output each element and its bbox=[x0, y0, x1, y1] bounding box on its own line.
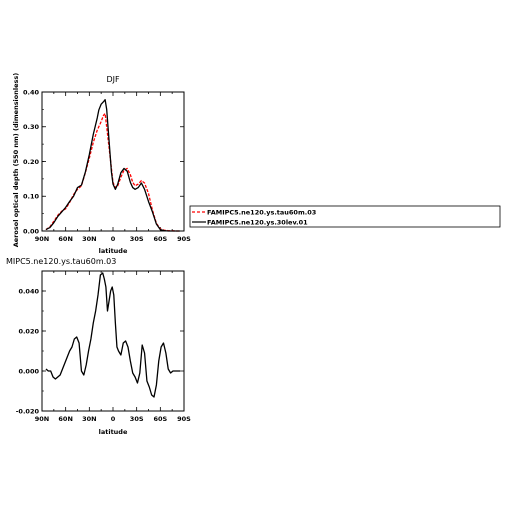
bottom-ytick-label: 0.040 bbox=[18, 287, 39, 295]
bottom-series-layer bbox=[45, 272, 181, 398]
top-xtick-label: 0 bbox=[111, 235, 116, 243]
top-xtick-label: 60N bbox=[58, 235, 73, 243]
bottom-ytick-label: 0.020 bbox=[18, 327, 39, 335]
legend-frame bbox=[189, 205, 501, 228]
legend-label-0: FAMIPC5.ne120.ys.tau60m.03 bbox=[207, 209, 316, 217]
top-panel: DJF Aerosol optical depth (550 nm) (dime… bbox=[12, 73, 191, 255]
top-xtick-label: 30N bbox=[82, 235, 97, 243]
bottom-xtick-label: 60N bbox=[58, 415, 73, 423]
bottom-xtick-label: 60S bbox=[153, 415, 167, 423]
top-ytick-label: 0.00 bbox=[23, 227, 40, 235]
top-xtick-label: 90N bbox=[35, 235, 50, 243]
bottom-series-line-0 bbox=[45, 272, 181, 398]
bottom-xlabel: latitude bbox=[99, 428, 128, 436]
legend-label-1: FAMIPC5.ne120.ys.30lev.01 bbox=[207, 219, 308, 227]
bottom-ytick-label: -0.020 bbox=[16, 407, 40, 415]
top-ytick-label: 0.30 bbox=[23, 123, 40, 131]
top-xtick-label: 90S bbox=[177, 235, 191, 243]
top-ytick-label: 0.10 bbox=[23, 193, 40, 201]
bottom-ytick-label: 0.000 bbox=[18, 367, 39, 375]
top-ytick-label: 0.40 bbox=[23, 88, 40, 96]
top-xtick-label: 30S bbox=[130, 235, 144, 243]
legend: FAMIPC5.ne120.ys.tau60m.03 FAMIPC5.ne120… bbox=[189, 205, 501, 228]
bottom-xtick-label: 90N bbox=[35, 415, 50, 423]
top-series-line-1 bbox=[45, 99, 181, 232]
bottom-xtick-label: 30S bbox=[130, 415, 144, 423]
bottom-xtick-label: 0 bbox=[111, 415, 116, 423]
top-xtick-label: 60S bbox=[153, 235, 167, 243]
bottom-axis-ticks: 90N 60N 30N 0 30S 60S 90S -0.020 0.000 0.020 0.040 bbox=[16, 270, 191, 423]
bottom-title: MIPC5.ne120.ys.tau60m.03 bbox=[6, 257, 116, 266]
bottom-xtick-label: 30N bbox=[82, 415, 97, 423]
top-xlabel: latitude bbox=[99, 247, 128, 255]
top-series-line-0 bbox=[45, 112, 181, 232]
bottom-xtick-label: 90S bbox=[177, 415, 191, 423]
top-title: DJF bbox=[106, 75, 120, 84]
top-ylabel: Aerosol optical depth (550 nm) (dimensio… bbox=[12, 73, 20, 247]
top-plot-frame bbox=[41, 91, 185, 232]
bottom-plot-frame bbox=[41, 270, 185, 412]
top-series-layer bbox=[45, 99, 181, 232]
bottom-panel: MIPC5.ne120.ys.tau60m.03 90N 60N 30N 0 30S 60… bbox=[6, 257, 191, 436]
top-axis-ticks: 90N 60N 30N 0 30S 60S 90S 0.00 0.10 0.20 0.30 0.40 bbox=[23, 88, 191, 243]
top-ytick-label: 0.20 bbox=[23, 158, 40, 166]
